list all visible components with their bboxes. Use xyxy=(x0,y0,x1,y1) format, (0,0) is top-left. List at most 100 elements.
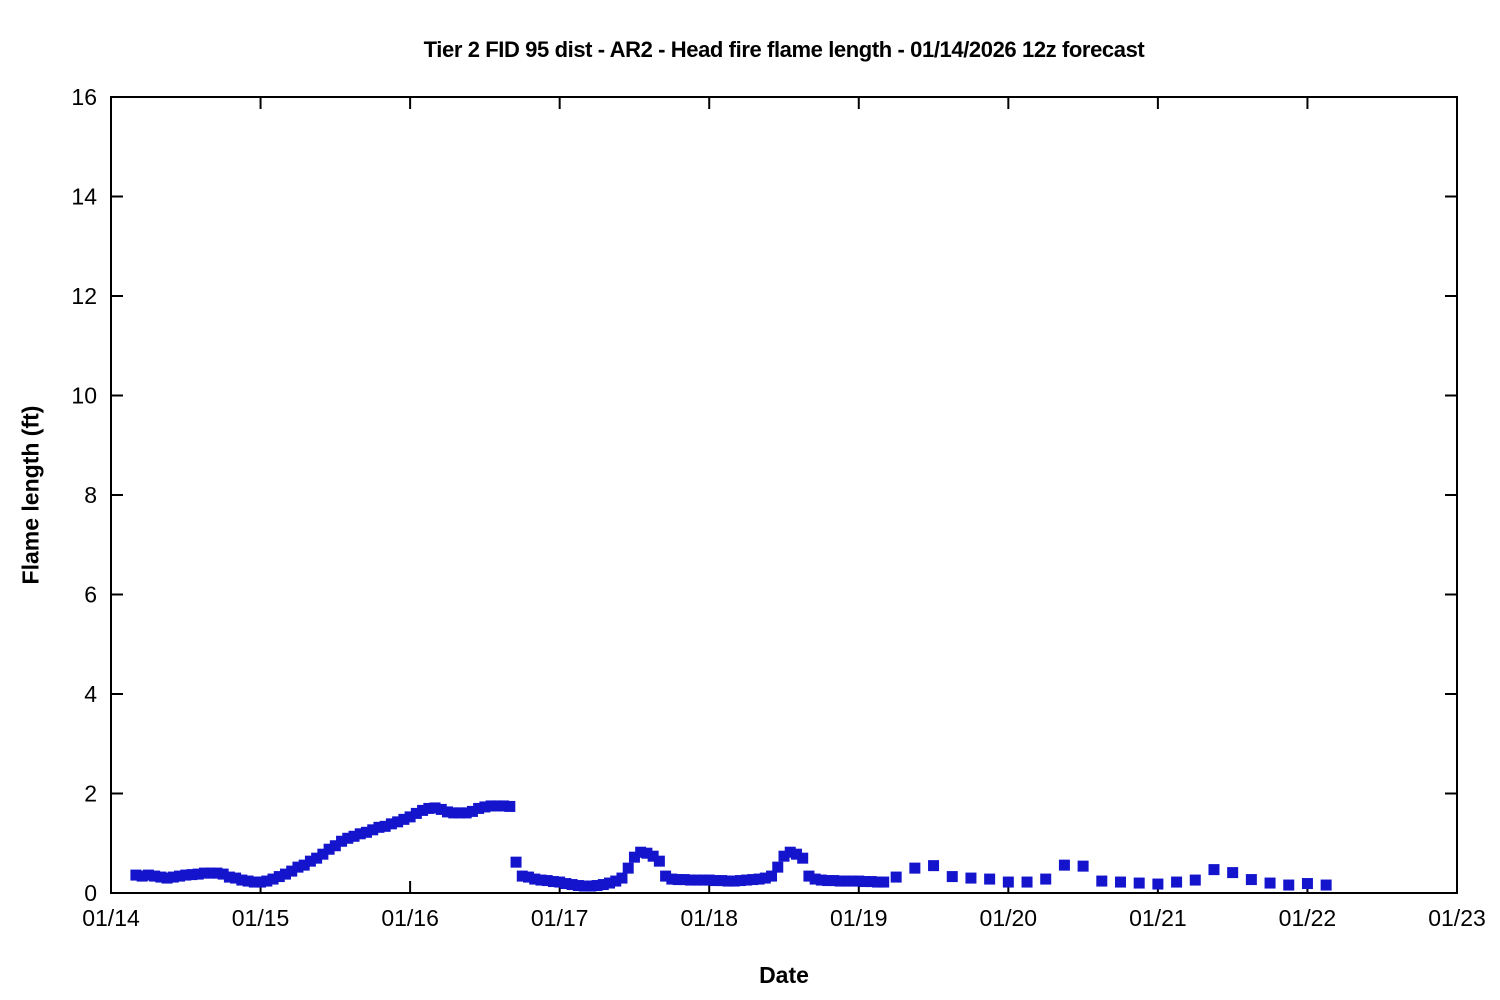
data-point xyxy=(485,800,497,812)
data-point xyxy=(442,806,453,818)
data-point xyxy=(610,875,622,887)
x-tick-label: 01/14 xyxy=(82,905,140,931)
data-point xyxy=(566,879,578,891)
data-point xyxy=(890,871,902,883)
data-point xyxy=(286,865,298,877)
x-tick-label: 01/16 xyxy=(381,905,439,931)
x-axis-label: Date xyxy=(759,962,809,988)
data-point xyxy=(136,870,148,882)
data-point xyxy=(192,868,204,880)
data-point xyxy=(460,807,472,819)
data-point xyxy=(847,875,859,887)
data-point xyxy=(491,800,503,812)
data-point xyxy=(815,874,827,886)
data-point xyxy=(304,855,316,867)
x-tick-label: 01/17 xyxy=(531,905,589,931)
data-point xyxy=(616,872,628,884)
data-point xyxy=(734,875,746,887)
data-point xyxy=(778,850,790,862)
data-point xyxy=(722,875,734,887)
data-point xyxy=(142,869,154,881)
data-point xyxy=(647,850,659,862)
data-point xyxy=(554,876,566,888)
data-point xyxy=(909,862,921,874)
data-point xyxy=(1133,877,1145,889)
data-point xyxy=(1115,876,1126,888)
y-tick-label: 4 xyxy=(84,681,97,707)
data-point xyxy=(628,851,640,863)
data-point xyxy=(1283,879,1295,891)
data-point xyxy=(641,847,653,859)
x-tick-label: 01/22 xyxy=(1279,905,1337,931)
data-point xyxy=(697,874,709,886)
data-point xyxy=(223,871,235,883)
data-point xyxy=(342,832,354,844)
data-point xyxy=(685,874,697,886)
x-tick-label: 01/18 xyxy=(680,905,738,931)
y-tick-label: 10 xyxy=(71,383,97,409)
x-tick-label: 01/20 xyxy=(980,905,1038,931)
data-point xyxy=(398,813,410,825)
data-point xyxy=(1264,877,1276,889)
data-point xyxy=(448,807,460,819)
data-point xyxy=(479,801,491,813)
data-point xyxy=(516,870,528,882)
data-point xyxy=(691,874,703,886)
data-point xyxy=(747,874,759,886)
data-point xyxy=(373,821,385,833)
data-point xyxy=(1077,860,1089,872)
data-point xyxy=(180,869,192,881)
data-point xyxy=(678,874,690,886)
data-point xyxy=(672,874,684,886)
y-tick-label: 12 xyxy=(71,283,97,309)
data-point xyxy=(822,875,834,887)
data-point xyxy=(161,872,173,884)
plot-border xyxy=(110,96,1458,894)
data-point xyxy=(174,870,186,882)
data-point xyxy=(660,870,672,882)
data-point xyxy=(186,869,198,881)
data-point xyxy=(279,868,291,880)
data-point xyxy=(298,859,310,871)
data-point xyxy=(217,868,229,880)
data-point xyxy=(928,860,940,872)
data-point xyxy=(1171,876,1183,888)
data-point xyxy=(267,873,279,885)
y-axis-label: Flame length (ft) xyxy=(17,405,44,585)
data-point xyxy=(417,804,429,816)
data-point xyxy=(653,855,665,867)
data-point xyxy=(834,875,846,887)
data-point xyxy=(155,871,167,883)
data-point xyxy=(865,876,877,888)
data-point xyxy=(560,878,572,890)
data-point xyxy=(523,871,535,883)
data-point xyxy=(946,871,958,883)
data-point xyxy=(772,861,784,873)
data-point xyxy=(703,874,715,886)
data-point xyxy=(741,874,753,886)
data-point xyxy=(840,875,852,887)
y-tick-label: 2 xyxy=(84,781,97,807)
data-point xyxy=(354,828,366,840)
data-point xyxy=(547,876,559,888)
data-point xyxy=(255,876,267,888)
data-point xyxy=(404,811,416,823)
data-point xyxy=(348,830,360,842)
data-point xyxy=(666,873,678,885)
data-point xyxy=(336,835,348,847)
data-point xyxy=(759,872,771,884)
y-tick-label: 8 xyxy=(84,482,97,508)
data-point xyxy=(622,862,634,874)
y-tick-label: 14 xyxy=(71,184,97,210)
data-point xyxy=(1189,874,1201,886)
data-point xyxy=(1320,879,1332,891)
data-point xyxy=(311,852,323,864)
data-point xyxy=(1002,876,1014,888)
y-tick-label: 0 xyxy=(84,880,97,906)
data-point xyxy=(410,807,422,819)
data-point xyxy=(784,846,796,858)
data-point xyxy=(149,870,161,882)
data-point xyxy=(797,852,809,864)
data-point xyxy=(360,826,372,838)
x-tick-label: 01/15 xyxy=(232,905,290,931)
